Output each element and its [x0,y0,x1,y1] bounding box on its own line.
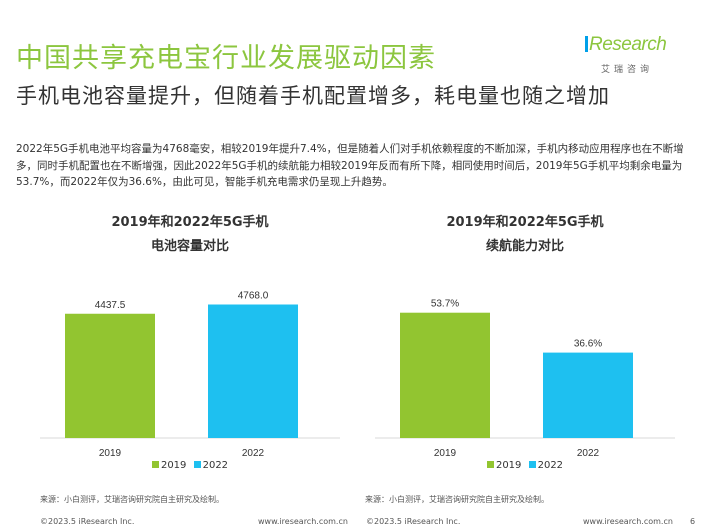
legend-item-2019: 2019 [486,460,522,471]
chart-title-line1: 2019年和2022年5G手机 [446,215,604,230]
chart-title-line2: 续航能力对比 [485,239,564,254]
legend-swatch-2022 [528,461,536,468]
legend-label-2019: 2019 [160,460,187,471]
body-paragraph: 2022年5G手机电池平均容量为4768毫安，相较2019年提升7.4%，但是随… [16,143,684,188]
x-tick-label-2022: 2022 [577,448,600,459]
iresearch-logo: Research 艾瑞咨询 [585,34,685,84]
chart-title-line2: 电池容量对比 [150,239,229,254]
battery-capacity-chart: 2019年和2022年5G手机 电池容量对比 4437.5 2019 4768.0 2… [40,210,340,480]
bar-2022 [543,352,633,438]
x-tick-label-2022: 2022 [242,448,265,459]
battery-life-chart: 2019年和2022年5G手机 续航能力对比 53.7% 2019 36.6% 202… [375,210,675,480]
chart-title-line1: 2019年和2022年5G手机 [111,215,269,230]
data-label-2022: 36.6% [574,339,602,350]
footer-copyright-right: ©2023.5 iResearch Inc. [366,517,461,526]
source-note-left: 来源：小白测评，艾瑞咨询研究院自主研究及绘制。 [40,495,224,504]
logo-bar-icon [585,36,588,52]
data-label-2022: 4768.0 [238,290,269,301]
chart-plot-area: 4437.5 2019 4768.0 2022 [40,290,340,459]
logo-text: Research [589,34,667,55]
footer-url-left[interactable]: www.iresearch.com.cn [258,517,348,526]
legend-swatch-2022 [193,461,201,468]
logo-subtitle: 艾瑞咨询 [601,65,654,75]
legend-item-2022: 2022 [528,460,564,471]
x-tick-label-2019: 2019 [99,448,122,459]
bar-2019 [65,313,155,438]
legend-item-2019: 2019 [151,460,187,471]
footer-copyright-left: ©2023.5 iResearch Inc. [40,517,135,526]
legend-swatch-2019 [151,461,159,468]
legend-label-2022: 2022 [202,460,229,471]
bar-2019 [400,312,490,438]
footer-url-right[interactable]: www.iresearch.com.cn [583,517,673,526]
chart-legend: 2019 2022 [40,460,340,471]
data-label-2019: 53.7% [431,299,459,310]
page-title: 中国共享充电宝行业发展驱动因素 [16,43,436,74]
page-number: 6 [690,517,696,526]
bar-2022 [208,304,298,438]
legend-label-2019: 2019 [495,460,522,471]
data-label-2019: 4437.5 [95,300,126,311]
source-note-right: 来源：小白测评，艾瑞咨询研究院自主研究及绘制。 [365,495,549,504]
x-tick-label-2019: 2019 [434,448,457,459]
legend-swatch-2019 [486,461,494,468]
chart-legend: 2019 2022 [375,460,675,471]
legend-label-2022: 2022 [537,460,564,471]
page-subtitle: 手机电池容量提升，但随着手机配置增多，耗电量也随之增加 [16,84,610,108]
chart-plot-area: 53.7% 2019 36.6% 2022 [375,299,675,459]
legend-item-2022: 2022 [193,460,229,471]
